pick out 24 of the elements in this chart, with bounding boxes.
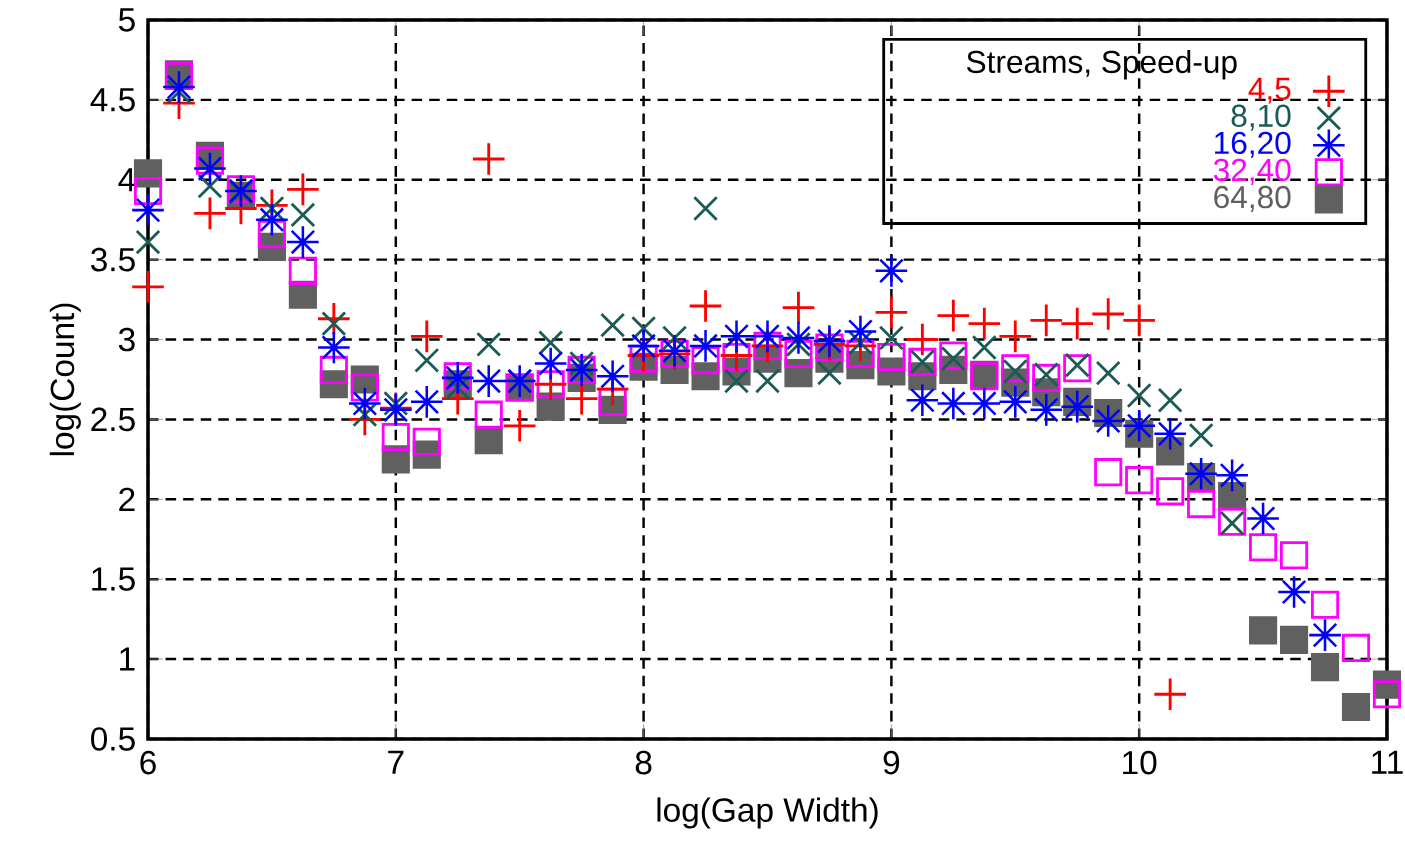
- x-tick-label: 9: [883, 750, 900, 775]
- legend-label: 16,20: [1215, 131, 1291, 158]
- legend-label: 8,10: [1231, 104, 1291, 131]
- y-tick-label: 0.5: [91, 727, 135, 751]
- y-tick-label: 1.5: [92, 567, 135, 591]
- y-tick-label: 4.5: [90, 88, 135, 112]
- legend-label: 64,80: [1214, 185, 1291, 213]
- y-axis-title: log(Count): [49, 303, 81, 456]
- x-tick-label: 7: [388, 750, 404, 774]
- y-tick-label: 2: [119, 487, 135, 511]
- legend-label: 32,40: [1213, 158, 1291, 185]
- y-tick-label: 4: [118, 168, 136, 192]
- x-tick-label: 8: [635, 750, 652, 775]
- y-tick-label: 1: [120, 647, 135, 671]
- x-tick-label: 10: [1123, 750, 1157, 775]
- legend-title: Streams, Speed-up: [966, 49, 1237, 80]
- y-tick-label: 5: [118, 8, 135, 32]
- y-tick-label: 3: [118, 327, 135, 352]
- x-axis-title: log(Gap Width): [657, 797, 878, 829]
- y-tick-label: 2.5: [91, 407, 135, 432]
- x-tick-label: 6: [140, 750, 156, 775]
- y-tick-label: 3.5: [91, 247, 135, 272]
- x-tick-label: 11: [1372, 750, 1403, 774]
- legend-label: 4,5: [1248, 77, 1291, 104]
